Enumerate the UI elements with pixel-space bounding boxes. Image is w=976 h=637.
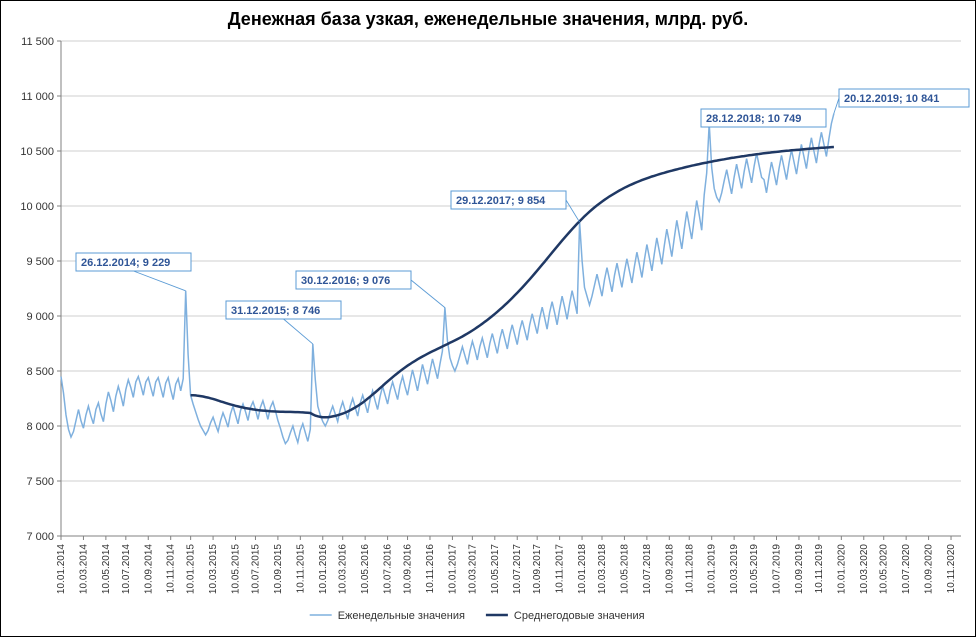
callout-leader	[566, 200, 580, 222]
svg-text:10.11.2016: 10.11.2016	[425, 544, 436, 594]
callout-label: 26.12.2014; 9 229	[81, 257, 170, 269]
svg-text:10.05.2020: 10.05.2020	[879, 544, 890, 594]
chart-container: Денежная база узкая, еженедельные значен…	[0, 0, 976, 637]
svg-text:10.07.2017: 10.07.2017	[512, 544, 523, 594]
svg-text:10.03.2017: 10.03.2017	[467, 544, 478, 594]
callout-leader	[411, 280, 445, 308]
svg-text:10.07.2018: 10.07.2018	[642, 544, 653, 594]
svg-text:10.03.2020: 10.03.2020	[859, 544, 870, 594]
callout-label: 30.12.2016; 9 076	[301, 275, 390, 287]
svg-text:10.09.2017: 10.09.2017	[532, 544, 543, 594]
svg-text:10.07.2016: 10.07.2016	[383, 544, 394, 594]
svg-text:10.07.2015: 10.07.2015	[250, 544, 261, 594]
svg-text:10.11.2020: 10.11.2020	[946, 544, 957, 594]
callout-label: 29.12.2017; 9 854	[456, 195, 546, 207]
svg-text:10.01.2018: 10.01.2018	[577, 544, 588, 594]
svg-text:8 000: 8 000	[26, 421, 54, 433]
svg-text:10.03.2018: 10.03.2018	[597, 544, 608, 594]
svg-text:9 500: 9 500	[26, 256, 54, 268]
svg-text:10.09.2019: 10.09.2019	[794, 544, 805, 594]
annual-avg-series-line	[191, 147, 834, 417]
svg-text:10.11.2018: 10.11.2018	[684, 544, 695, 594]
svg-text:10.01.2019: 10.01.2019	[707, 544, 718, 594]
svg-text:10.09.2016: 10.09.2016	[403, 544, 414, 594]
svg-text:10.01.2020: 10.01.2020	[836, 544, 847, 594]
callout-leader	[134, 271, 186, 291]
svg-text:10.11.2014: 10.11.2014	[166, 544, 177, 594]
chart-svg: 7 000 7 500 8 000 8 500 9 000 9 500 10 000 10 5…	[1, 1, 976, 637]
callout-label: 28.12.2018; 10 749	[706, 113, 801, 125]
svg-text:10.11.2017: 10.11.2017	[555, 544, 566, 594]
legend-label-annual: Среднегодовые значения	[514, 610, 645, 622]
svg-text:10.05.2016: 10.05.2016	[360, 544, 371, 594]
svg-text:7 500: 7 500	[26, 476, 54, 488]
svg-text:11 000: 11 000	[21, 91, 54, 103]
svg-text:11 500: 11 500	[21, 36, 54, 48]
callout-leader	[834, 98, 839, 113]
svg-text:10.05.2017: 10.05.2017	[490, 544, 501, 594]
svg-text:10 000: 10 000	[20, 201, 54, 213]
svg-text:10.09.2014: 10.09.2014	[143, 544, 154, 594]
svg-text:10.03.2014: 10.03.2014	[78, 544, 89, 594]
svg-text:10.09.2018: 10.09.2018	[664, 544, 675, 594]
svg-text:10.01.2014: 10.01.2014	[56, 544, 67, 594]
svg-text:10.03.2016: 10.03.2016	[338, 544, 349, 594]
callout-label: 20.12.2019; 10 841	[844, 93, 939, 105]
svg-text:10.05.2018: 10.05.2018	[619, 544, 630, 594]
svg-text:10.01.2017: 10.01.2017	[447, 544, 458, 594]
svg-text:10.01.2015: 10.01.2015	[186, 544, 197, 594]
callout-label: 31.12.2015; 8 746	[231, 305, 320, 317]
svg-text:10.01.2016: 10.01.2016	[318, 544, 329, 594]
legend-label-weekly: Еженедельные значения	[338, 610, 465, 622]
svg-text:8 500: 8 500	[26, 366, 54, 378]
svg-text:10.09.2015: 10.09.2015	[273, 544, 284, 594]
svg-text:10.05.2014: 10.05.2014	[101, 544, 112, 594]
svg-text:10.07.2014: 10.07.2014	[121, 544, 132, 594]
svg-text:10.11.2019: 10.11.2019	[814, 544, 825, 594]
svg-text:10.03.2019: 10.03.2019	[729, 544, 740, 594]
svg-text:10.07.2020: 10.07.2020	[901, 544, 912, 594]
svg-text:10 500: 10 500	[20, 146, 54, 158]
svg-text:10.11.2015: 10.11.2015	[295, 544, 306, 594]
svg-text:10.09.2020: 10.09.2020	[924, 544, 935, 594]
svg-text:10.07.2019: 10.07.2019	[772, 544, 783, 594]
callout-leader	[284, 319, 313, 344]
weekly-series-line	[61, 114, 834, 444]
svg-text:10.05.2019: 10.05.2019	[749, 544, 760, 594]
svg-text:7 000: 7 000	[26, 531, 54, 543]
svg-text:10.05.2015: 10.05.2015	[231, 544, 242, 594]
svg-text:9 000: 9 000	[26, 311, 54, 323]
svg-text:10.03.2015: 10.03.2015	[208, 544, 219, 594]
